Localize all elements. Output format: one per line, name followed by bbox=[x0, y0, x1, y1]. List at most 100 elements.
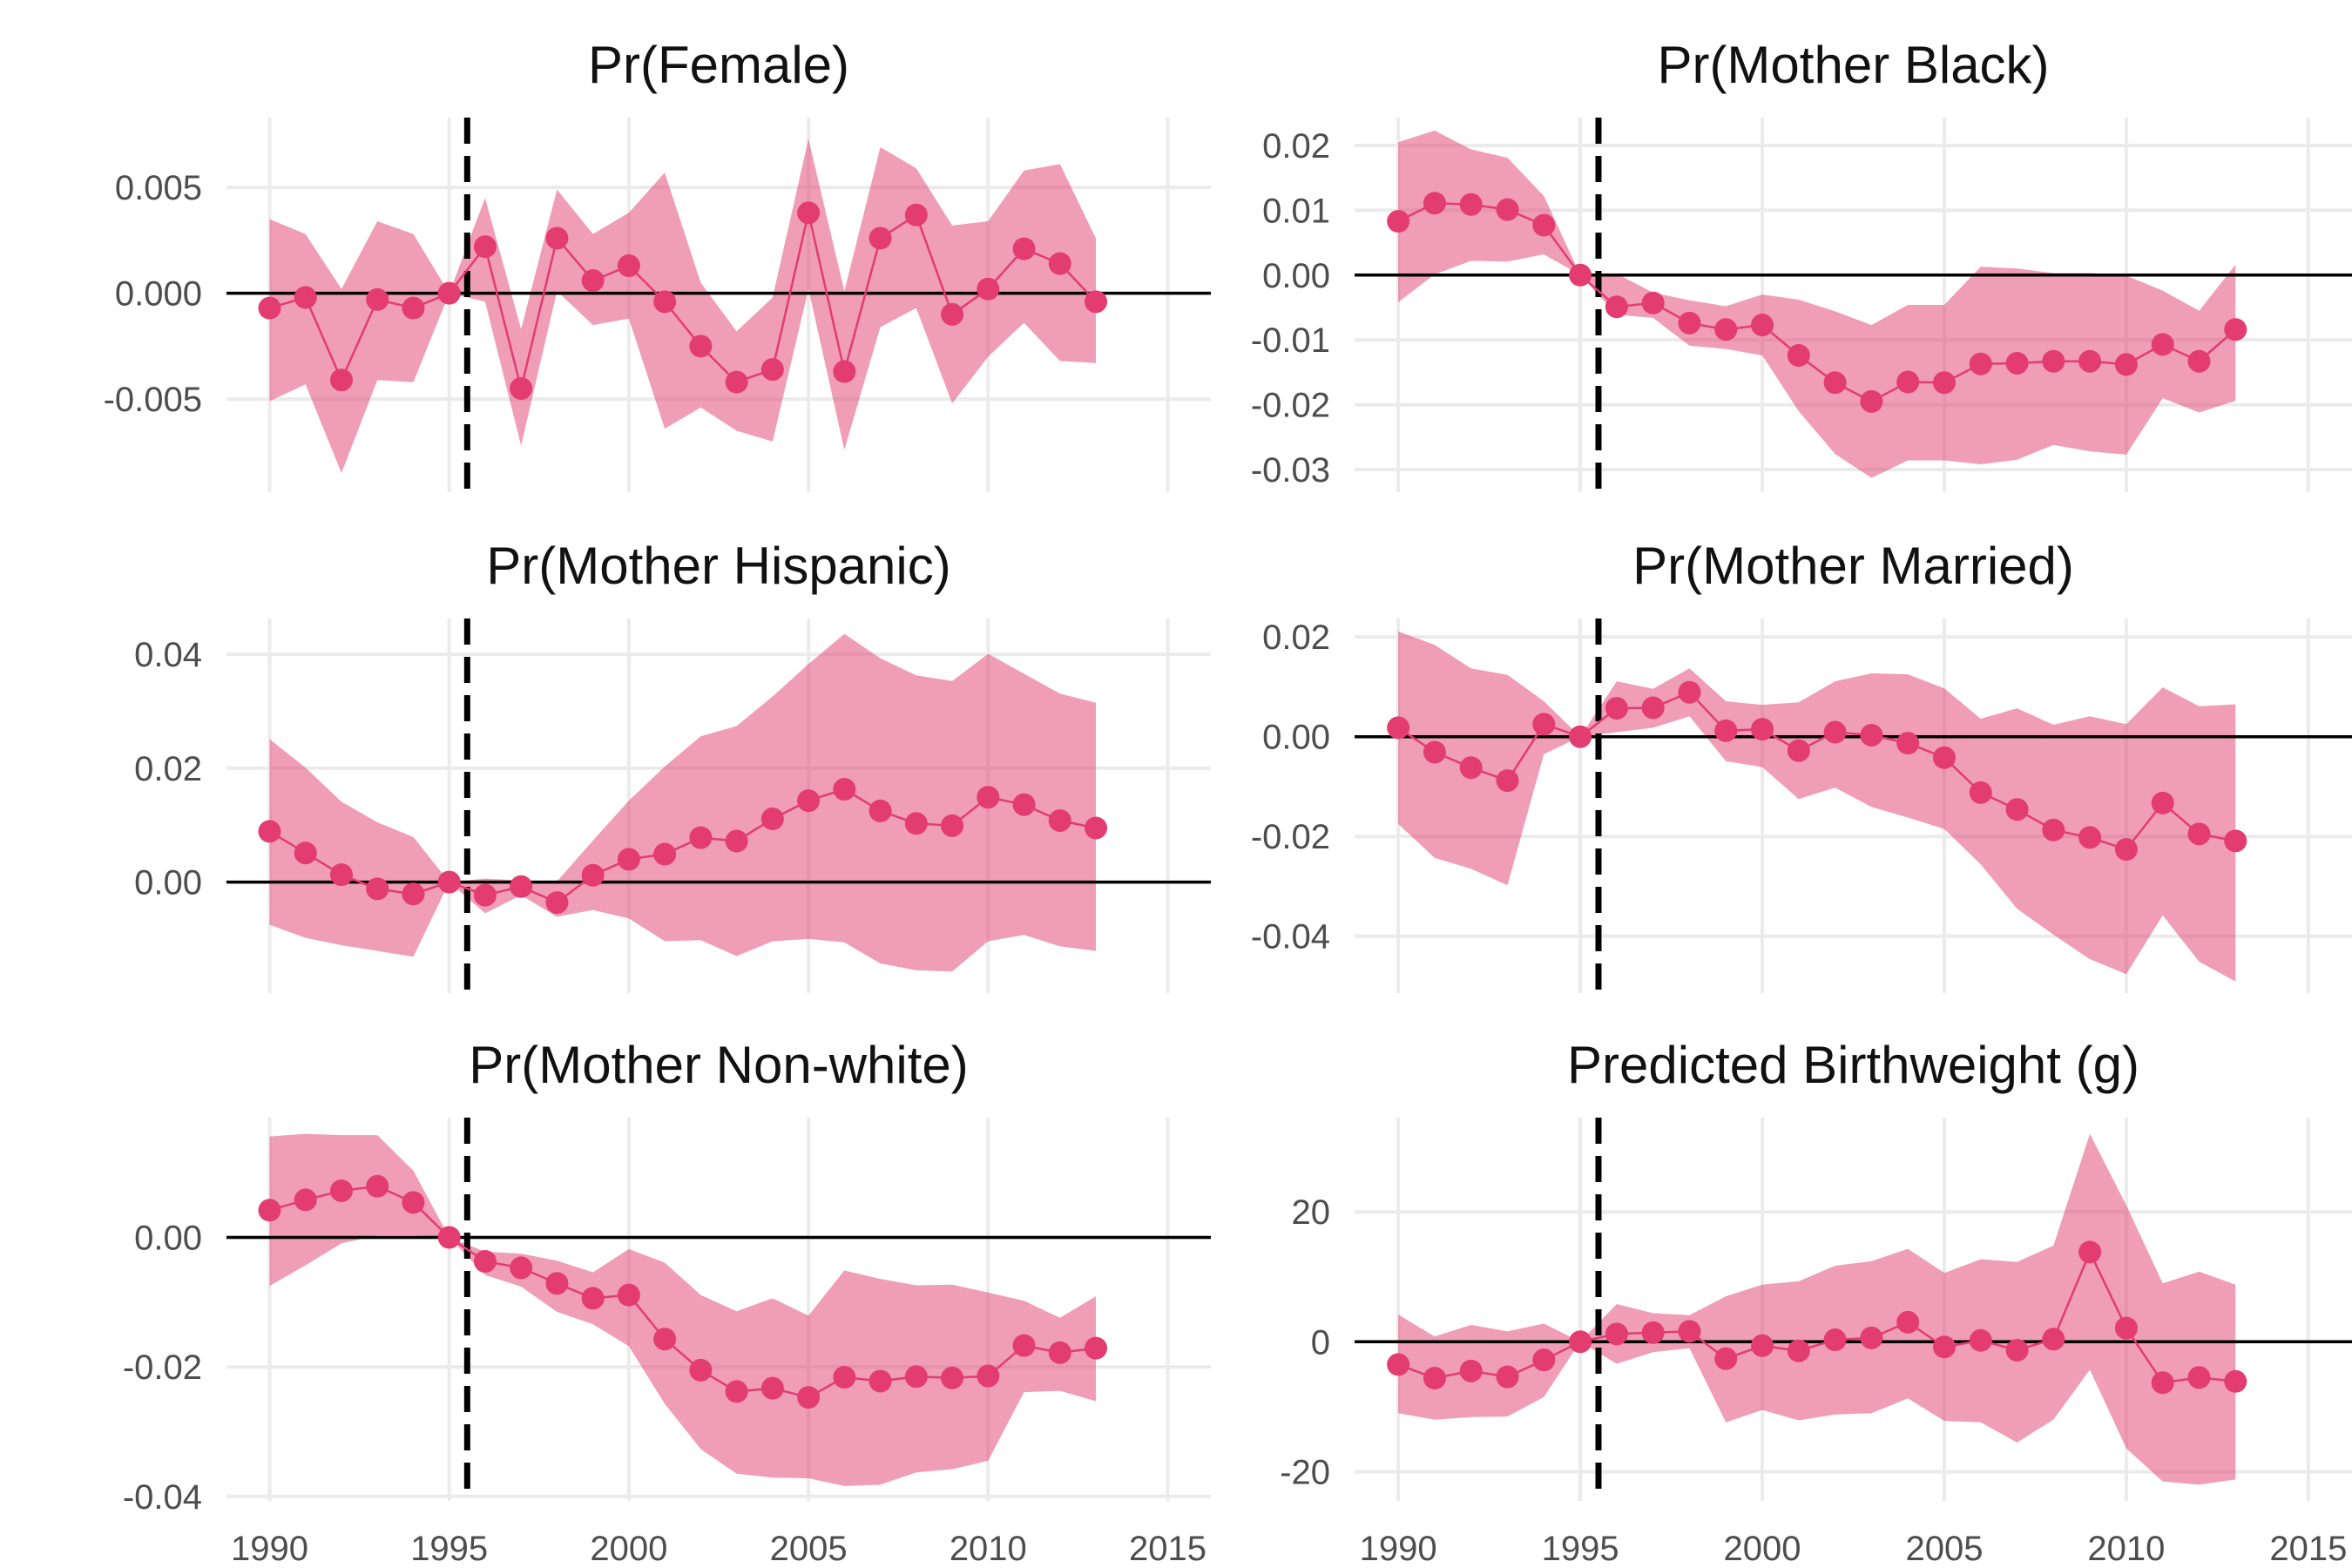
data-point bbox=[1569, 263, 1592, 287]
data-point bbox=[1012, 1334, 1036, 1357]
data-point bbox=[2187, 349, 2211, 373]
confidence-band bbox=[1398, 1133, 2236, 1485]
x-tick-label: 1995 bbox=[1542, 1530, 1619, 1568]
data-point bbox=[1605, 697, 1628, 720]
data-point bbox=[1787, 344, 1810, 368]
data-point bbox=[1459, 756, 1483, 780]
data-point bbox=[833, 360, 856, 383]
data-point bbox=[725, 1380, 748, 1403]
confidence-band bbox=[269, 139, 1096, 474]
y-tick-label: 0.02 bbox=[1262, 127, 1330, 166]
data-point bbox=[653, 290, 677, 314]
data-point bbox=[402, 1191, 425, 1214]
data-point bbox=[473, 1250, 497, 1273]
data-point bbox=[797, 789, 821, 813]
data-point bbox=[617, 254, 640, 278]
data-point bbox=[1085, 816, 1108, 840]
data-point bbox=[2005, 1338, 2029, 1362]
data-point bbox=[2187, 1366, 2211, 1389]
data-point bbox=[1823, 371, 1847, 395]
data-point bbox=[1048, 252, 1071, 275]
data-point bbox=[977, 786, 1000, 809]
data-point bbox=[1048, 1341, 1071, 1364]
data-point bbox=[1423, 1367, 1446, 1390]
data-point bbox=[1896, 1310, 1920, 1334]
y-tick-label: -0.02 bbox=[123, 1348, 202, 1387]
data-point bbox=[1048, 808, 1071, 832]
data-point bbox=[294, 286, 317, 309]
data-point bbox=[2224, 1369, 2247, 1393]
data-point bbox=[1532, 1348, 1556, 1372]
data-point bbox=[833, 778, 856, 801]
data-point bbox=[725, 370, 748, 394]
data-point bbox=[510, 875, 533, 898]
data-point bbox=[1860, 389, 1883, 413]
x-tick-label: 2005 bbox=[1905, 1530, 1983, 1568]
y-tick-label: 0.00 bbox=[1262, 257, 1330, 295]
data-point bbox=[366, 877, 389, 901]
x-tick-label: 2000 bbox=[590, 1530, 667, 1568]
data-point bbox=[904, 1365, 928, 1389]
x-tick-label: 1990 bbox=[231, 1530, 308, 1568]
data-point bbox=[1532, 713, 1556, 736]
data-point bbox=[833, 1366, 856, 1389]
panel-title: Pr(Mother Married) bbox=[1632, 537, 2074, 595]
y-tick-label: 0.005 bbox=[115, 169, 202, 207]
data-point bbox=[977, 1364, 1000, 1388]
data-point bbox=[473, 235, 497, 259]
data-point bbox=[689, 335, 713, 358]
data-point bbox=[689, 826, 713, 849]
data-point bbox=[1605, 295, 1628, 319]
data-point bbox=[2078, 826, 2102, 849]
data-point bbox=[437, 281, 461, 305]
data-point bbox=[329, 1179, 353, 1202]
data-point bbox=[2114, 353, 2138, 376]
data-point bbox=[1932, 371, 1956, 395]
data-point bbox=[1751, 1334, 1774, 1357]
data-point bbox=[366, 1174, 389, 1198]
data-point bbox=[581, 269, 605, 293]
y-tick-label: 0.00 bbox=[134, 1220, 202, 1258]
x-tick-label: 2015 bbox=[1129, 1530, 1206, 1568]
data-point bbox=[1423, 192, 1446, 215]
data-point bbox=[1969, 781, 1992, 804]
data-point bbox=[1787, 739, 1810, 762]
data-point bbox=[1569, 725, 1592, 748]
data-point bbox=[2078, 349, 2102, 373]
panel-2: Pr(Mother Black) -0.03 -0.02 -0.01 0.00 0.01 0… bbox=[1251, 36, 2352, 492]
data-point bbox=[510, 376, 533, 400]
data-point bbox=[868, 1369, 892, 1393]
data-point bbox=[366, 287, 389, 311]
y-tick-label: 0.02 bbox=[1262, 618, 1330, 657]
data-point bbox=[1641, 696, 1665, 720]
data-point bbox=[617, 1283, 640, 1307]
data-point bbox=[689, 1358, 713, 1382]
data-point bbox=[2078, 1240, 2102, 1264]
data-point bbox=[1969, 1328, 1992, 1352]
data-point bbox=[2187, 822, 2211, 846]
data-point bbox=[1605, 1322, 1628, 1346]
x-tick-label: 2010 bbox=[950, 1530, 1027, 1568]
panel-title: Predicted Birthweight (g) bbox=[1567, 1036, 2139, 1094]
data-point bbox=[725, 829, 748, 853]
data-point bbox=[2005, 351, 2029, 375]
y-tick-label: -0.02 bbox=[1251, 387, 1330, 425]
data-point bbox=[473, 883, 497, 907]
data-point bbox=[294, 841, 317, 865]
data-point bbox=[1496, 1365, 1519, 1389]
data-point bbox=[1787, 1339, 1810, 1362]
data-point bbox=[1678, 1320, 1701, 1343]
panel-title: Pr(Female) bbox=[588, 36, 849, 94]
data-point bbox=[760, 808, 784, 831]
data-point bbox=[294, 1188, 317, 1212]
y-tick-label: -0.01 bbox=[1251, 321, 1330, 360]
data-point bbox=[1823, 720, 1847, 744]
y-tick-label: -0.04 bbox=[1251, 918, 1330, 956]
data-point bbox=[2114, 1316, 2138, 1340]
data-point bbox=[617, 848, 640, 871]
data-point bbox=[1969, 352, 1992, 375]
data-point bbox=[1896, 732, 1920, 755]
data-point bbox=[545, 226, 569, 250]
data-point bbox=[653, 1328, 677, 1351]
